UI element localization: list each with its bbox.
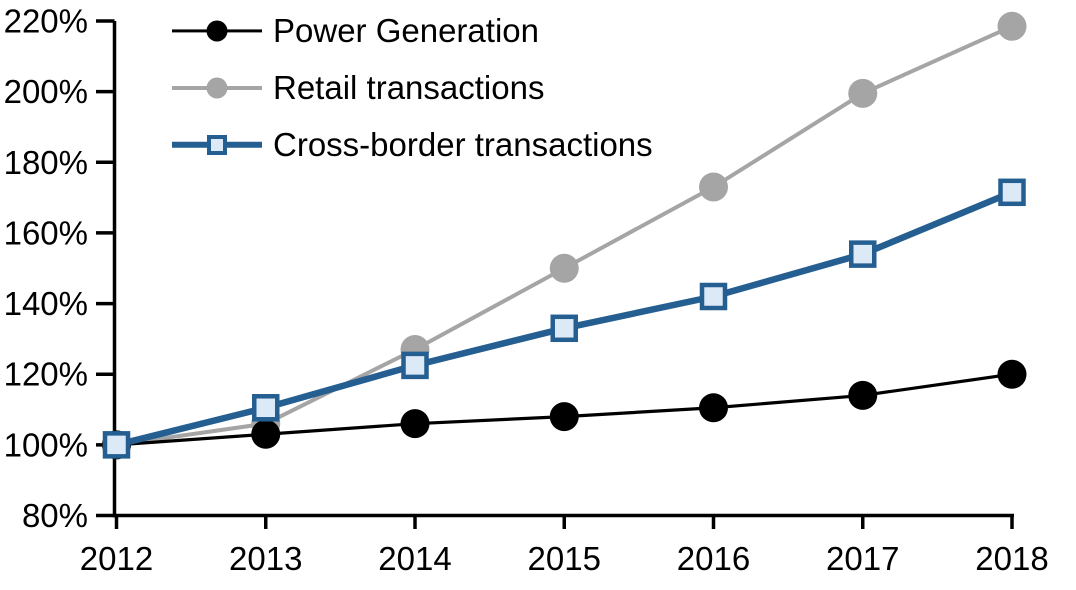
legend: Power Generation Retail transactions Cro… <box>172 2 653 173</box>
x-tick-label: 2017 <box>826 540 899 577</box>
power-generation-point <box>997 359 1027 389</box>
power-generation-sample <box>172 16 262 46</box>
cross-border-transactions-square-marker-icon <box>207 134 227 155</box>
cross-border-transactions-point <box>102 431 131 459</box>
power-generation-point <box>251 419 281 449</box>
retail-transactions-point <box>549 253 579 283</box>
power-generation-point <box>848 380 878 410</box>
x-tick-label: 2016 <box>677 540 750 577</box>
legend-label-cross-border-transactions: Cross-border transactions <box>273 126 653 163</box>
cross-border-transactions-point <box>699 282 728 311</box>
legend-label-retail-transactions: Retail transactions <box>273 69 545 106</box>
retail-transactions-point <box>997 11 1027 41</box>
power-generation-point <box>400 409 430 439</box>
retail-transactions-circle-marker-icon <box>206 77 228 98</box>
y-tick-label: 140% <box>4 285 88 322</box>
legend-item-power-generation: Power Generation <box>172 2 653 59</box>
power-generation-point <box>549 402 579 432</box>
y-tick-label: 200% <box>4 73 88 110</box>
legend-label-power-generation: Power Generation <box>273 12 539 49</box>
legend-item-retail-transactions: Retail transactions <box>172 59 653 116</box>
cross-border-transactions-point <box>849 240 877 268</box>
y-tick-label: 100% <box>4 426 88 463</box>
cross-border-transactions-sample <box>172 130 262 160</box>
cross-border-transactions-point <box>550 314 578 343</box>
y-tick-label: 80% <box>22 497 88 534</box>
power-generation-point <box>699 393 728 423</box>
y-tick-label: 160% <box>4 214 88 251</box>
x-tick-label: 2015 <box>528 540 601 577</box>
y-tick-label: 180% <box>4 144 88 181</box>
y-tick-label: 120% <box>4 356 88 393</box>
x-tick-label: 2018 <box>975 540 1048 577</box>
retail-transactions-sample <box>172 73 262 103</box>
retail-transactions-point <box>699 172 728 202</box>
x-tick-label: 2012 <box>80 540 153 577</box>
cross-border-transactions-point <box>252 394 280 422</box>
cross-border-transactions-point <box>401 351 429 380</box>
retail-transactions-point <box>848 78 878 108</box>
x-tick-label: 2014 <box>378 540 451 577</box>
power-generation-circle-marker-icon <box>206 20 228 41</box>
x-tick-label: 2013 <box>229 540 302 577</box>
legend-item-cross-border-transactions: Cross-border transactions <box>172 116 653 173</box>
cross-border-transactions-point <box>998 178 1026 207</box>
y-tick-label: 220% <box>4 3 88 40</box>
